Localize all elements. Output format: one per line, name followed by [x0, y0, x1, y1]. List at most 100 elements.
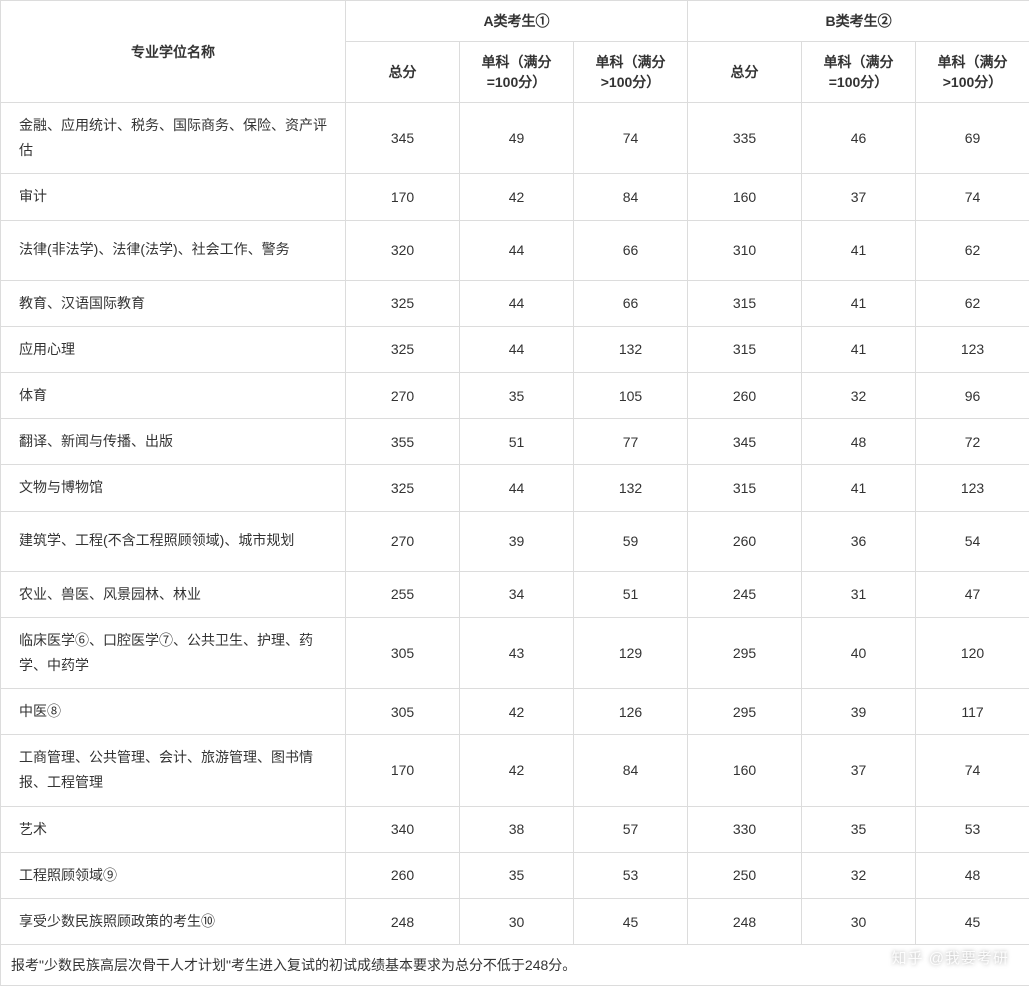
- b-total-cell: 160: [688, 735, 802, 806]
- table-row: 审计17042841603774: [1, 174, 1029, 220]
- header-a-eq100: 单科（满分=100分）: [460, 42, 574, 103]
- a-eq100-cell: 51: [460, 419, 574, 465]
- table-row: 工商管理、公共管理、会计、旅游管理、图书情报、工程管理1704284160377…: [1, 735, 1029, 806]
- a-gt100-cell: 77: [574, 419, 688, 465]
- table-row: 建筑学、工程(不含工程照顾领域)、城市规划27039592603654: [1, 511, 1029, 571]
- a-eq100-cell: 35: [460, 372, 574, 418]
- a-eq100-cell: 34: [460, 571, 574, 617]
- a-gt100-cell: 66: [574, 220, 688, 280]
- a-eq100-cell: 44: [460, 326, 574, 372]
- a-gt100-cell: 84: [574, 174, 688, 220]
- a-total-cell: 260: [346, 852, 460, 898]
- table-row: 翻译、新闻与传播、出版35551773454872: [1, 419, 1029, 465]
- table-row: 中医⑧3054212629539117: [1, 689, 1029, 735]
- a-gt100-cell: 74: [574, 103, 688, 174]
- b-gt100-cell: 123: [916, 465, 1029, 511]
- a-gt100-cell: 59: [574, 511, 688, 571]
- b-gt100-cell: 54: [916, 511, 1029, 571]
- b-gt100-cell: 120: [916, 617, 1029, 688]
- a-total-cell: 270: [346, 372, 460, 418]
- header-b-total: 总分: [688, 42, 802, 103]
- a-gt100-cell: 66: [574, 280, 688, 326]
- degree-name-cell: 体育: [1, 372, 346, 418]
- b-total-cell: 345: [688, 419, 802, 465]
- a-total-cell: 325: [346, 465, 460, 511]
- a-total-cell: 248: [346, 899, 460, 945]
- a-gt100-cell: 84: [574, 735, 688, 806]
- footnote-cell: 报考"少数民族高层次骨干人才计划"考生进入复试的初试成绩基本要求为总分不低于24…: [1, 945, 1029, 986]
- b-gt100-cell: 96: [916, 372, 1029, 418]
- table-row: 文物与博物馆3254413231541123: [1, 465, 1029, 511]
- degree-name-cell: 金融、应用统计、税务、国际商务、保险、资产评估: [1, 103, 346, 174]
- b-gt100-cell: 62: [916, 280, 1029, 326]
- table-header: 专业学位名称 A类考生① B类考生② 总分 单科（满分=100分） 单科（满分>…: [1, 1, 1029, 103]
- b-eq100-cell: 32: [802, 852, 916, 898]
- a-total-cell: 355: [346, 419, 460, 465]
- a-eq100-cell: 43: [460, 617, 574, 688]
- degree-name-cell: 文物与博物馆: [1, 465, 346, 511]
- header-b-gt100: 单科（满分>100分）: [916, 42, 1029, 103]
- a-gt100-cell: 45: [574, 899, 688, 945]
- b-gt100-cell: 53: [916, 806, 1029, 852]
- header-degree-name: 专业学位名称: [1, 1, 346, 103]
- table-row: 临床医学⑥、口腔医学⑦、公共卫生、护理、药学、中药学30543129295401…: [1, 617, 1029, 688]
- a-gt100-cell: 51: [574, 571, 688, 617]
- a-gt100-cell: 126: [574, 689, 688, 735]
- degree-name-cell: 审计: [1, 174, 346, 220]
- b-eq100-cell: 40: [802, 617, 916, 688]
- b-eq100-cell: 35: [802, 806, 916, 852]
- b-gt100-cell: 47: [916, 571, 1029, 617]
- a-eq100-cell: 39: [460, 511, 574, 571]
- header-group-a: A类考生①: [346, 1, 688, 42]
- a-total-cell: 320: [346, 220, 460, 280]
- degree-name-cell: 艺术: [1, 806, 346, 852]
- header-a-total: 总分: [346, 42, 460, 103]
- a-total-cell: 270: [346, 511, 460, 571]
- table-container: 专业学位名称 A类考生① B类考生② 总分 单科（满分=100分） 单科（满分>…: [0, 0, 1029, 986]
- b-total-cell: 315: [688, 326, 802, 372]
- b-total-cell: 315: [688, 465, 802, 511]
- a-total-cell: 170: [346, 174, 460, 220]
- table-row: 法律(非法学)、法律(法学)、社会工作、警务32044663104162: [1, 220, 1029, 280]
- header-b-eq100: 单科（满分=100分）: [802, 42, 916, 103]
- b-eq100-cell: 41: [802, 280, 916, 326]
- table-row: 工程照顾领域⑨26035532503248: [1, 852, 1029, 898]
- b-total-cell: 160: [688, 174, 802, 220]
- a-gt100-cell: 129: [574, 617, 688, 688]
- a-eq100-cell: 44: [460, 465, 574, 511]
- b-gt100-cell: 74: [916, 735, 1029, 806]
- b-gt100-cell: 74: [916, 174, 1029, 220]
- b-gt100-cell: 123: [916, 326, 1029, 372]
- a-eq100-cell: 42: [460, 174, 574, 220]
- a-gt100-cell: 57: [574, 806, 688, 852]
- a-eq100-cell: 44: [460, 280, 574, 326]
- b-total-cell: 295: [688, 617, 802, 688]
- degree-name-cell: 中医⑧: [1, 689, 346, 735]
- b-total-cell: 245: [688, 571, 802, 617]
- degree-name-cell: 临床医学⑥、口腔医学⑦、公共卫生、护理、药学、中药学: [1, 617, 346, 688]
- table-row: 金融、应用统计、税务、国际商务、保险、资产评估34549743354669: [1, 103, 1029, 174]
- degree-name-cell: 工商管理、公共管理、会计、旅游管理、图书情报、工程管理: [1, 735, 346, 806]
- a-eq100-cell: 42: [460, 689, 574, 735]
- b-eq100-cell: 37: [802, 735, 916, 806]
- table-row: 体育270351052603296: [1, 372, 1029, 418]
- b-total-cell: 295: [688, 689, 802, 735]
- table-body: 金融、应用统计、税务、国际商务、保险、资产评估34549743354669审计1…: [1, 103, 1029, 986]
- b-eq100-cell: 41: [802, 326, 916, 372]
- b-gt100-cell: 48: [916, 852, 1029, 898]
- table-row: 享受少数民族照顾政策的考生⑩24830452483045: [1, 899, 1029, 945]
- table-row: 教育、汉语国际教育32544663154162: [1, 280, 1029, 326]
- degree-name-cell: 应用心理: [1, 326, 346, 372]
- a-eq100-cell: 49: [460, 103, 574, 174]
- a-eq100-cell: 44: [460, 220, 574, 280]
- b-eq100-cell: 41: [802, 465, 916, 511]
- table-row: 农业、兽医、风景园林、林业25534512453147: [1, 571, 1029, 617]
- a-total-cell: 345: [346, 103, 460, 174]
- footnote-row: 报考"少数民族高层次骨干人才计划"考生进入复试的初试成绩基本要求为总分不低于24…: [1, 945, 1029, 986]
- a-total-cell: 170: [346, 735, 460, 806]
- b-gt100-cell: 45: [916, 899, 1029, 945]
- b-total-cell: 248: [688, 899, 802, 945]
- b-eq100-cell: 48: [802, 419, 916, 465]
- a-eq100-cell: 42: [460, 735, 574, 806]
- score-table: 专业学位名称 A类考生① B类考生② 总分 单科（满分=100分） 单科（满分>…: [0, 0, 1029, 986]
